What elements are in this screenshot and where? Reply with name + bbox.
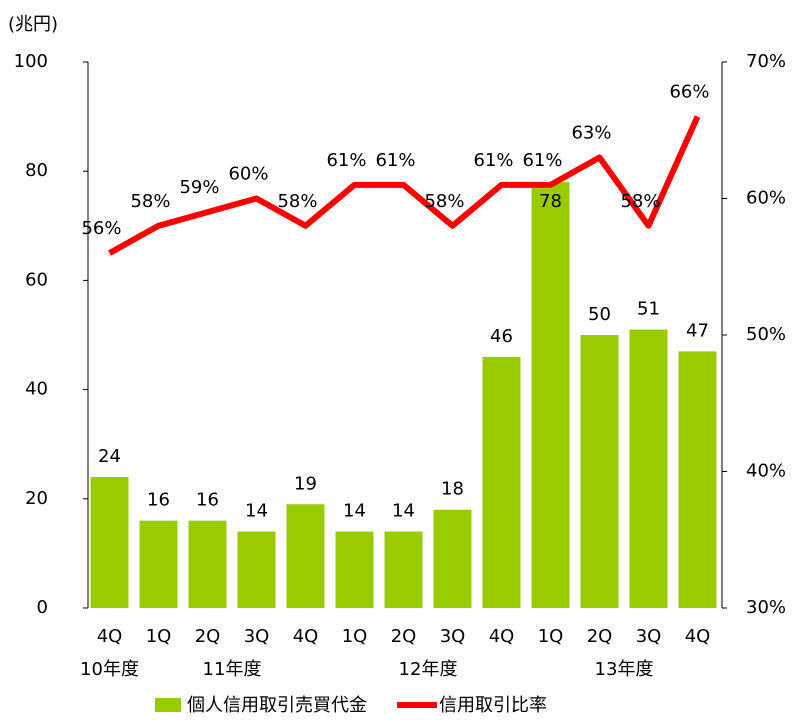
legend-label: 信用取引比率 [439, 695, 547, 716]
y-unit-label: (兆円) [8, 14, 58, 35]
bar [580, 335, 619, 608]
bar-value-label: 16 [196, 490, 219, 511]
x-tick-label: 3Q [244, 626, 270, 647]
line-value-label: 59% [179, 177, 219, 198]
line-value-label: 58% [277, 191, 317, 212]
bar-value-label: 46 [490, 326, 513, 347]
bar [629, 329, 668, 608]
bar-value-label: 14 [392, 501, 415, 522]
y2-tick-label: 40% [746, 461, 786, 482]
x-tick-label: 3Q [440, 626, 466, 647]
line-value-label: 60% [228, 164, 268, 185]
bar-value-label: 14 [343, 501, 366, 522]
line [108, 115, 701, 256]
bar-value-label: 18 [441, 479, 464, 500]
x-tick-label: 1Q [342, 626, 368, 647]
bar [90, 476, 129, 608]
bar-value-label: 16 [147, 490, 170, 511]
bar [335, 531, 374, 608]
line-value-label: 58% [620, 191, 660, 212]
y-tick-label: 80 [25, 160, 48, 181]
y-tick-label: 0 [37, 597, 48, 618]
y-tick-label: 60 [25, 269, 48, 290]
bar-value-label: 47 [686, 320, 709, 341]
bar-value-label: 78 [539, 191, 562, 212]
line-value-label: 61% [375, 150, 415, 171]
x-tick-label: 2Q [587, 626, 613, 647]
bar [482, 356, 521, 608]
bar [139, 520, 178, 608]
line-value-label: 63% [571, 123, 611, 144]
x-tick-label: 4Q [97, 626, 123, 647]
y-tick-label: 20 [25, 488, 48, 509]
bar-value-label: 50 [588, 304, 611, 325]
x-tick-label: 2Q [391, 626, 417, 647]
bar [286, 504, 325, 608]
x-group-label: 13年度 [595, 659, 654, 680]
x-group-label: 10年度 [80, 659, 139, 680]
x-group-label: 11年度 [203, 659, 262, 680]
y2-tick-label: 70% [746, 51, 786, 72]
x-tick-label: 1Q [538, 626, 564, 647]
bar-value-label: 19 [294, 473, 317, 494]
x-tick-label: 4Q [685, 626, 711, 647]
line-value-label: 58% [130, 191, 170, 212]
line-value-label: 66% [669, 82, 709, 103]
line-value-label: 61% [326, 150, 366, 171]
x-group-label: 12年度 [399, 659, 458, 680]
bar [237, 531, 276, 608]
y2-tick-label: 30% [746, 597, 786, 618]
y2-tick-label: 60% [746, 188, 786, 209]
bar [531, 182, 570, 608]
legend-swatch [155, 698, 181, 712]
line-value-label: 61% [522, 150, 562, 171]
bar [433, 509, 472, 608]
x-tick-label: 3Q [636, 626, 662, 647]
x-tick-label: 4Q [293, 626, 319, 647]
bar-value-label: 51 [637, 299, 660, 320]
y-tick-label: 100 [14, 51, 48, 72]
x-tick-label: 1Q [146, 626, 172, 647]
bar-value-label: 24 [98, 446, 121, 467]
line-value-label: 58% [424, 191, 464, 212]
legend-label: 個人信用取引売買代金 [187, 695, 367, 716]
bar [384, 531, 423, 608]
bar [188, 520, 227, 608]
bar-value-label: 14 [245, 501, 268, 522]
y2-tick-label: 50% [746, 324, 786, 345]
x-tick-label: 2Q [195, 626, 221, 647]
bar [678, 351, 717, 608]
y-tick-label: 40 [25, 379, 48, 400]
line-value-label: 61% [473, 150, 513, 171]
line-value-label: 56% [81, 218, 121, 239]
x-tick-label: 4Q [489, 626, 515, 647]
